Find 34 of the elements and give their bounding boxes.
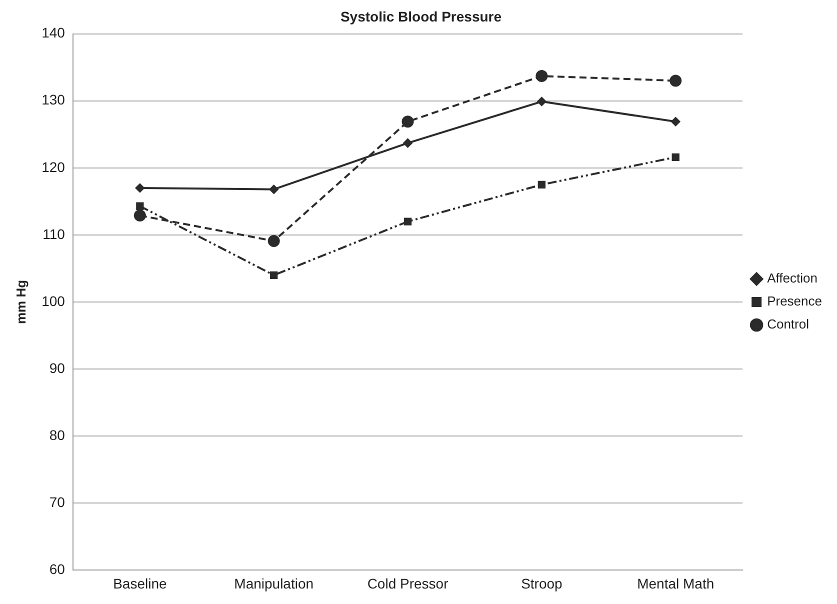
point bbox=[268, 234, 280, 247]
x-tick-label: Mental Math bbox=[637, 575, 714, 592]
y-tick-label: 90 bbox=[49, 360, 66, 376]
point bbox=[672, 153, 680, 161]
point bbox=[671, 117, 680, 126]
y-tick-label: 140 bbox=[42, 24, 66, 41]
point bbox=[404, 218, 412, 226]
x-tick-label: Baseline bbox=[113, 575, 167, 592]
x-tick-label: Manipulation bbox=[234, 575, 314, 592]
y-tick-label: 80 bbox=[49, 426, 66, 443]
point bbox=[402, 116, 414, 128]
point bbox=[538, 180, 546, 188]
y-tick-label: 130 bbox=[42, 92, 66, 108]
point bbox=[136, 202, 144, 210]
y-tick-label: 110 bbox=[42, 226, 66, 242]
y-tick-label: 120 bbox=[42, 158, 66, 175]
point bbox=[270, 271, 278, 280]
legend-label: Presence bbox=[767, 294, 822, 309]
chart-title: Systolic Blood Pressure bbox=[340, 8, 502, 24]
legend-label: Affection bbox=[767, 270, 818, 286]
point bbox=[269, 184, 278, 194]
point bbox=[403, 138, 412, 148]
y-tick-label: 100 bbox=[42, 292, 66, 309]
x-tick-label: Stroop bbox=[521, 575, 563, 592]
point bbox=[134, 210, 146, 222]
x-tick-label: Cold Pressor bbox=[367, 575, 449, 592]
point bbox=[537, 97, 546, 106]
y-tick-label: 60 bbox=[49, 561, 66, 578]
y-axis-title: mm Hg bbox=[13, 280, 28, 324]
point bbox=[536, 70, 548, 82]
point bbox=[670, 74, 682, 87]
legend-label: Control bbox=[767, 316, 810, 332]
y-tick-label: 70 bbox=[49, 494, 66, 510]
point bbox=[135, 184, 144, 193]
